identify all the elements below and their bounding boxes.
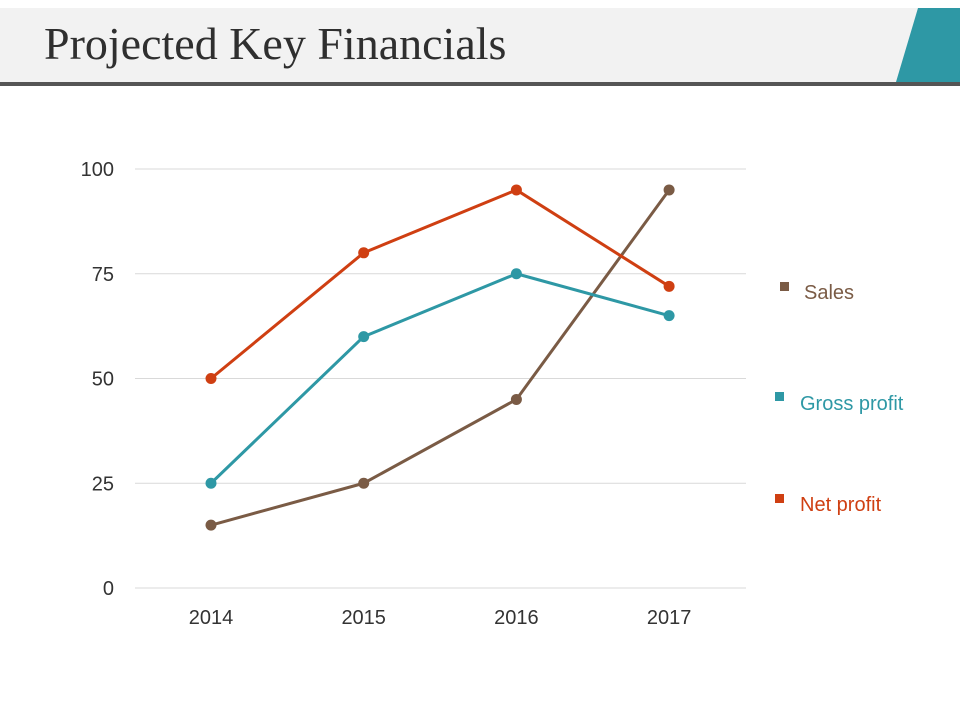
data-point-gross-profit-2015 xyxy=(358,331,370,343)
data-point-net-profit-2014 xyxy=(205,373,217,384)
y-tick-label: 75 xyxy=(92,264,114,286)
legend-label-gross-profit: Gross profit xyxy=(800,393,904,415)
x-tick-label: 2015 xyxy=(341,607,386,629)
legend-marker-net-profit xyxy=(775,494,784,503)
y-tick-label: 25 xyxy=(92,473,114,495)
data-point-sales-2016 xyxy=(510,393,522,405)
series-line-sales xyxy=(209,188,671,527)
legend: Sales Gross profit Net profit xyxy=(775,282,904,516)
series-line-gross-profit xyxy=(209,272,671,485)
x-tick-label: 2014 xyxy=(189,607,234,629)
legend-label-sales: Sales xyxy=(804,282,854,304)
series-net-profit xyxy=(205,184,675,384)
legend-label-net-profit: Net profit xyxy=(800,494,882,516)
y-tick-label: 0 xyxy=(103,578,114,600)
data-point-sales-2017 xyxy=(663,184,675,196)
series-gross-profit xyxy=(205,268,675,489)
series-sales xyxy=(205,184,675,531)
page-title: Projected Key Financials xyxy=(44,18,507,69)
legend-item-sales: Sales xyxy=(780,282,854,304)
legend-item-net-profit: Net profit xyxy=(775,494,882,516)
x-tick-label: 2017 xyxy=(647,607,692,629)
title-divider xyxy=(0,82,960,86)
y-tick-label: 50 xyxy=(92,369,114,391)
legend-marker-sales xyxy=(780,282,789,291)
data-point-net-profit-2017 xyxy=(663,280,675,292)
title-accent-shape xyxy=(896,8,960,82)
data-point-sales-2014 xyxy=(205,519,217,531)
legend-marker-gross-profit xyxy=(775,392,784,401)
data-point-net-profit-2015 xyxy=(358,247,370,259)
x-axis-ticks: 2014 2015 2016 2017 xyxy=(189,607,692,629)
y-axis-ticks: 0 25 50 75 100 xyxy=(81,159,114,600)
data-point-net-profit-2016 xyxy=(510,184,522,196)
series-lines xyxy=(205,184,675,531)
data-point-gross-profit-2016 xyxy=(510,268,522,280)
data-point-gross-profit-2017 xyxy=(663,310,675,322)
title-bar xyxy=(0,8,960,82)
series-line-net-profit xyxy=(209,188,671,380)
y-tick-label: 100 xyxy=(81,159,114,181)
data-point-sales-2015 xyxy=(358,477,370,489)
gridlines xyxy=(135,168,746,589)
legend-item-gross-profit: Gross profit xyxy=(775,392,904,415)
x-tick-label: 2016 xyxy=(494,607,539,629)
data-point-gross-profit-2014 xyxy=(205,477,217,489)
